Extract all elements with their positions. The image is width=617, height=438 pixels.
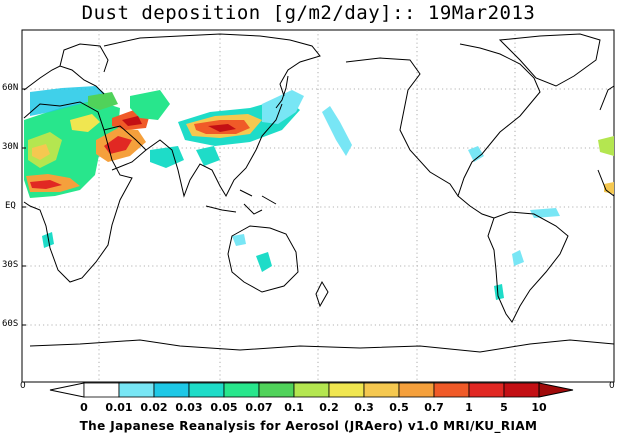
colorbar-tick-label: 5 xyxy=(500,401,508,414)
coast-central-america xyxy=(457,195,495,219)
dust-australia xyxy=(256,252,272,272)
colorbar-tick-label: 0.02 xyxy=(140,401,167,414)
colorbar-tick-label: 0 xyxy=(80,401,88,414)
colorbar-left-arrow xyxy=(49,382,85,398)
colorbar-edge-right-label: 0 xyxy=(609,381,615,391)
dust-west-africa-right2 xyxy=(604,182,614,194)
dust-west-africa-right xyxy=(598,136,614,156)
coast-south-asia xyxy=(145,103,283,198)
dust-egypt xyxy=(88,92,118,110)
coast-north-america xyxy=(345,43,541,198)
coast-indonesia xyxy=(205,189,277,215)
dust-shading xyxy=(24,86,614,300)
coast-greenland xyxy=(498,33,601,87)
coast-africa xyxy=(23,101,133,283)
dust-china-south xyxy=(196,146,220,166)
colorbar-box xyxy=(433,382,470,398)
lat-label-60s: 60S xyxy=(2,319,19,329)
coast-japan xyxy=(275,75,289,109)
colorbar-tick-label: 0.7 xyxy=(424,401,444,414)
dust-central-asia xyxy=(130,90,170,120)
colorbar-tick-label: 0.03 xyxy=(175,401,202,414)
colorbar-box xyxy=(328,382,365,398)
colorbar-tick-label: 0.2 xyxy=(319,401,339,414)
lat-label-30s: 30S xyxy=(2,260,19,270)
dust-arabia-core xyxy=(104,136,132,154)
colorbar-tick-label: 0.07 xyxy=(245,401,272,414)
map-title: Dust deposition [g/m2/day]:: 19Mar2013 xyxy=(81,2,536,24)
lat-label-eq: EQ xyxy=(5,201,16,211)
colorbar-box xyxy=(468,382,505,398)
coast-asia-north xyxy=(103,33,321,97)
dust-s-africa xyxy=(42,232,54,248)
colorbar-box xyxy=(118,382,155,398)
dust-australia-2 xyxy=(232,234,246,246)
dust-libya xyxy=(70,114,100,132)
dust-s-america-2 xyxy=(494,284,504,300)
colorbar-tick-labels: 0 0.01 0.02 0.03 0.05 0.07 0.1 0.2 0.3 0.5 0.7 1 5 10 xyxy=(80,401,547,414)
dust-s-america-1 xyxy=(512,250,524,266)
colorbar-tick-label: 10 xyxy=(531,401,547,414)
colorbar-box xyxy=(83,382,120,398)
dust-n-america xyxy=(468,146,484,162)
colorbar xyxy=(49,382,574,398)
colorbar-tick-label: 0.3 xyxy=(354,401,374,414)
dust-sahara-outer xyxy=(30,86,108,116)
colorbar-box xyxy=(398,382,435,398)
footer-credit: The Japanese Reanalysis for Aerosol (JRA… xyxy=(79,419,538,433)
coast-australia xyxy=(227,225,299,293)
lat-label-60n: 60N xyxy=(2,83,19,93)
colorbar-right-arrow xyxy=(538,382,574,398)
coast-arabia xyxy=(103,125,147,171)
colorbar-tick-label: 0.5 xyxy=(389,401,409,414)
lat-label-30n: 30N xyxy=(2,142,19,152)
colorbar-tick-label: 0.05 xyxy=(210,401,237,414)
colorbar-box xyxy=(363,382,400,398)
colorbar-box xyxy=(503,382,540,398)
coastlines xyxy=(23,33,615,353)
dust-east-asia-peak xyxy=(208,124,236,132)
colorbar-tick-label: 1 xyxy=(465,401,473,414)
dust-pacific-outflow xyxy=(262,90,304,124)
colorbar-box xyxy=(223,382,260,398)
dust-iran-core xyxy=(122,116,142,126)
coast-new-zealand xyxy=(315,280,329,308)
colorbar-box xyxy=(153,382,190,398)
colorbar-edge-left-label: 0 xyxy=(20,381,26,391)
coast-africa-east-wrap xyxy=(597,85,615,197)
colorbar-box xyxy=(258,382,295,398)
coast-south-america xyxy=(487,211,569,323)
dust-sahara-core xyxy=(32,144,50,160)
colorbar-box xyxy=(293,382,330,398)
dust-pacific-streak xyxy=(322,106,352,156)
colorbar-tick-label: 0.1 xyxy=(284,401,304,414)
map-frame xyxy=(21,29,615,383)
lat-ticks xyxy=(22,88,26,326)
colorbar-box xyxy=(188,382,225,398)
coast-europe xyxy=(23,43,109,95)
colorbar-tick-label: 0.01 xyxy=(105,401,132,414)
coast-antarctica xyxy=(29,339,615,353)
dust-sahel-core xyxy=(30,180,62,189)
